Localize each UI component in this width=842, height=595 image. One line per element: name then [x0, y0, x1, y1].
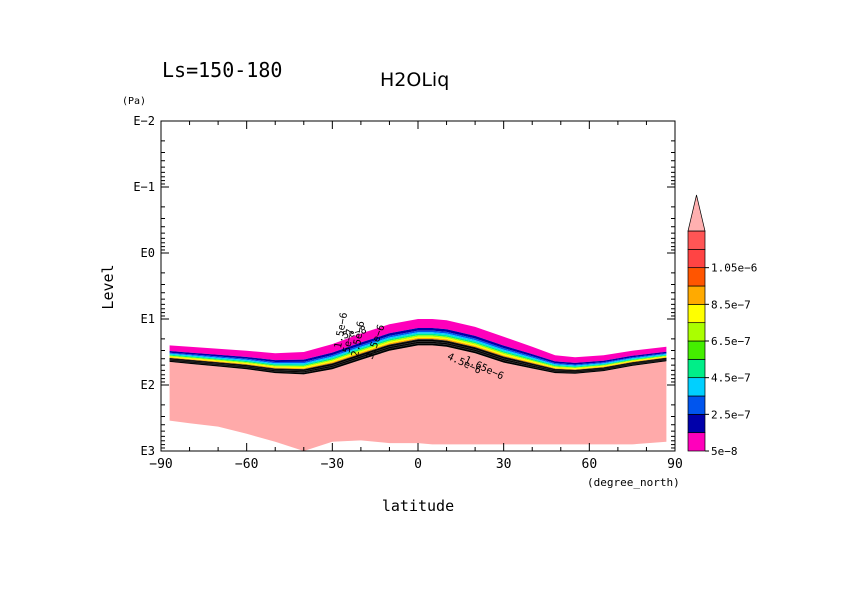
colorbar-box-5: [687, 340, 706, 360]
x-tick-label: −30: [321, 457, 344, 472]
x-tick-label: 90: [667, 457, 683, 472]
colorbar-label: 2.5e−7: [711, 408, 751, 421]
colorbar-label: 6.5e−7: [711, 335, 751, 348]
colorbar-extend-arrow: [687, 194, 706, 232]
contour-line-5: [169, 343, 667, 374]
contour-labels: 5e−81.5e−65e−72.5e−63.5e−64.5e−61.65e−6: [333, 312, 505, 383]
x-tick-label: 30: [496, 457, 512, 472]
x-unit-label: (degree_north): [587, 476, 680, 489]
y-tick-label: E0: [141, 246, 155, 260]
colorbar-label: 4.5e−7: [711, 372, 751, 385]
colorbar-box-7: [687, 303, 706, 324]
x-axis-label: latitude: [382, 497, 454, 515]
contour-line-4: [169, 342, 667, 373]
contour-line-3: [169, 342, 667, 373]
y-axis-label: Level: [99, 264, 117, 309]
y-tick-label: E−2: [133, 114, 155, 128]
contour-line-2: [169, 341, 667, 372]
colorbar-box-8: [687, 285, 706, 305]
colorbar-box-6: [687, 322, 706, 342]
x-tick-label: 0: [414, 457, 422, 472]
y-tick-label: E−1: [133, 180, 155, 194]
masked-region: [169, 345, 667, 451]
x-axis: −90 −60 −30 0 30 60 90: [149, 121, 683, 472]
colorbar-box-10: [687, 248, 706, 269]
colorbar-box-0: [687, 432, 706, 452]
contour-label: 5e−7: [342, 328, 357, 354]
colorbar-box-1: [687, 413, 706, 434]
colorbar-label: 5e−8: [711, 445, 738, 458]
x-tick-label: −90: [149, 457, 172, 472]
x-tick-label: 60: [582, 457, 598, 472]
y-tick-label: E2: [141, 378, 155, 392]
colorbar-label: 8.5e−7: [711, 298, 751, 311]
cloud-band-0: [169, 319, 667, 363]
colorbar-box-4: [687, 358, 706, 379]
colorbar: 5e−8 2.5e−7 4.5e−7 6.5e−7 8.5e−7 1.05e−6: [687, 194, 757, 458]
chart-title: H2OLiq: [380, 69, 449, 91]
y-unit-label: (Pa): [122, 96, 146, 107]
contour-line-0: [169, 339, 667, 371]
contour-line-1: [169, 340, 667, 372]
y-tick-label: E3: [141, 444, 155, 458]
colorbar-box-11: [687, 230, 706, 250]
colorbar-box-2: [687, 395, 706, 415]
colorbar-box-3: [687, 377, 706, 397]
y-axis: E−2 E−1 E0 E1 E2 E3: [133, 114, 675, 458]
contour-fills: [169, 319, 667, 451]
y-tick-label: E1: [141, 312, 155, 326]
x-tick-label: −60: [235, 457, 258, 472]
chart-subtitle: Ls=150-180: [162, 58, 282, 82]
colorbar-box-9: [687, 267, 706, 287]
colorbar-label: 1.05e−6: [711, 262, 757, 275]
